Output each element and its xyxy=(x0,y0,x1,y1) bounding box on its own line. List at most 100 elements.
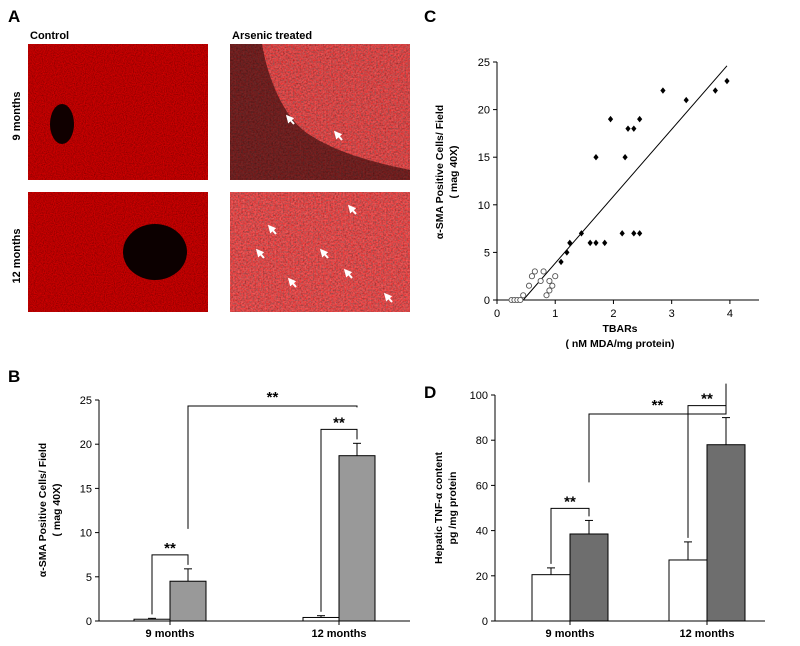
arrow-icon xyxy=(255,248,265,259)
micrograph-12m-arsenic xyxy=(230,192,410,312)
data-point-treated xyxy=(683,96,689,104)
chart-b-plot: 0 5 10 15 20 25 9 months 12 months ** ** ** xyxy=(80,389,410,640)
data-point-control xyxy=(528,273,535,280)
bar xyxy=(133,618,171,622)
data-point-control xyxy=(540,268,547,275)
x-tick-label: 1 xyxy=(552,308,558,320)
micrograph-9m-arsenic xyxy=(230,44,410,180)
arrow-icon xyxy=(333,130,343,141)
chart-b-ylabel-unit: ( mag 40X) xyxy=(51,483,63,536)
arrow-icon xyxy=(343,268,353,279)
data-point-control xyxy=(520,292,527,299)
significance-label: ** xyxy=(564,493,576,510)
arrow-icon xyxy=(287,277,297,288)
panel-b: B α-SMA Positive Cells/ Field ( mag 40X)… xyxy=(8,367,410,640)
x-tick-label: 3 xyxy=(669,308,675,320)
y-tick-label: 0 xyxy=(484,295,490,307)
data-point-control xyxy=(543,292,550,299)
y-tick-label: 15 xyxy=(80,483,92,495)
significance-label: ** xyxy=(701,391,713,408)
data-point-treated xyxy=(622,154,628,161)
y-tick-label: 5 xyxy=(86,572,92,584)
x-tick-label: 12 months xyxy=(311,628,366,640)
x-tick-label: 2 xyxy=(610,308,616,320)
y-tick-label: 40 xyxy=(476,526,488,538)
bar xyxy=(302,616,340,622)
chart-c-xlabel-unit: ( nM MDA/mg protein) xyxy=(565,338,674,350)
data-point-treated xyxy=(625,125,631,132)
y-tick-label: 10 xyxy=(80,528,92,540)
y-tick-label: 10 xyxy=(478,200,490,212)
significance-bracket xyxy=(588,383,727,483)
data-point-control xyxy=(552,273,559,280)
data-point-treated xyxy=(564,249,570,256)
data-point-treated xyxy=(660,87,666,94)
micrograph-12m-control xyxy=(28,192,208,312)
chart-c-ylabel-unit: ( mag 40X) xyxy=(448,145,460,198)
data-point-control xyxy=(531,268,538,275)
panel-a: A Control Arsenic treated 9 months 12 mo… xyxy=(8,7,410,312)
bar xyxy=(531,574,571,622)
vessel-lumen xyxy=(123,224,187,280)
y-tick-label: 20 xyxy=(80,439,92,451)
data-point-treated xyxy=(631,125,637,132)
y-tick-label: 25 xyxy=(478,57,490,69)
data-point-treated xyxy=(593,154,599,161)
vessel-lumen xyxy=(50,104,74,144)
data-point-treated xyxy=(712,87,718,94)
data-point-control xyxy=(537,277,544,285)
micrograph-9m-control xyxy=(28,44,208,180)
data-point-treated xyxy=(637,115,643,123)
y-tick-label: 25 xyxy=(80,395,92,407)
data-point-control xyxy=(549,282,556,289)
x-tick-label: 4 xyxy=(727,308,733,320)
x-tick-label: 9 months xyxy=(546,628,595,640)
data-point-treated xyxy=(724,77,730,85)
x-tick-label: 0 xyxy=(494,308,500,320)
chart-d-plot: 0 20 40 60 80 100 9 months 12 months ** ** ** xyxy=(470,383,765,640)
data-point-treated xyxy=(631,230,637,237)
bar xyxy=(169,580,207,622)
significance-label: ** xyxy=(652,397,664,414)
arrow-icon xyxy=(347,204,357,215)
data-point-treated xyxy=(567,239,573,247)
y-tick-label: 60 xyxy=(476,480,488,492)
y-tick-label: 0 xyxy=(86,616,92,628)
data-point-treated xyxy=(587,239,593,247)
bar xyxy=(706,444,746,622)
data-point-control xyxy=(525,282,533,289)
panel-d: D Hepatic TNF-α content pg /mg protein 0… xyxy=(424,383,765,640)
regression-line xyxy=(522,65,728,301)
panel-label-d: D xyxy=(424,383,436,402)
data-point-control xyxy=(546,277,553,285)
row-header-9-months: 9 months xyxy=(11,92,23,141)
significance-bracket xyxy=(151,554,189,615)
chart-c-xlabel: TBARs xyxy=(602,323,637,335)
significance-bracket xyxy=(550,507,590,564)
y-tick-label: 20 xyxy=(476,571,488,583)
chart-d-ylabel: Hepatic TNF-α content xyxy=(433,451,445,564)
row-header-12-months: 12 months xyxy=(11,228,23,283)
column-header-arsenic: Arsenic treated xyxy=(232,30,312,42)
arrow-icon xyxy=(319,248,329,259)
panel-label-b: B xyxy=(8,367,20,386)
panel-c: C α-SMA Positive Cells/ Field ( mag 40X)… xyxy=(424,7,759,350)
data-point-treated xyxy=(619,230,625,237)
significance-label: ** xyxy=(333,414,345,431)
data-point-treated xyxy=(593,239,599,247)
y-tick-label: 5 xyxy=(484,247,490,259)
data-point-control xyxy=(546,287,553,294)
data-point-treated xyxy=(578,230,585,237)
data-point-treated xyxy=(602,239,608,247)
chart-c-plot: 0 5 10 15 20 25 0 1 2 3 4 xyxy=(478,57,759,320)
bar xyxy=(668,559,708,622)
significance-bracket xyxy=(187,405,358,529)
significance-bracket xyxy=(320,428,358,612)
arrow-icon xyxy=(383,292,393,303)
y-tick-label: 80 xyxy=(476,435,488,447)
y-tick-label: 100 xyxy=(470,390,488,402)
chart-b-ylabel: α-SMA Positive Cells/ Field xyxy=(37,443,49,577)
data-point-treated xyxy=(637,230,643,237)
y-tick-label: 15 xyxy=(478,152,490,164)
